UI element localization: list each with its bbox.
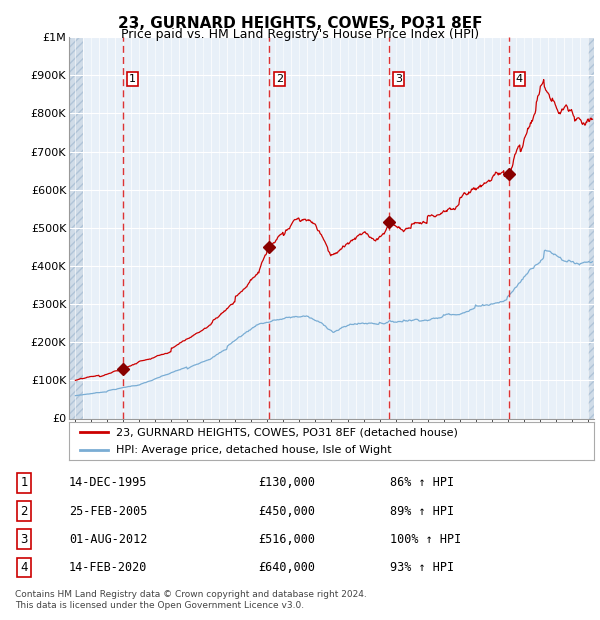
Text: 4: 4 [20, 561, 28, 574]
Text: This data is licensed under the Open Government Licence v3.0.: This data is licensed under the Open Gov… [15, 601, 304, 611]
Text: £130,000: £130,000 [258, 476, 315, 489]
Bar [69, 37, 83, 418]
Text: Contains HM Land Registry data © Crown copyright and database right 2024.: Contains HM Land Registry data © Crown c… [15, 590, 367, 600]
Text: 3: 3 [395, 74, 402, 84]
Text: HPI: Average price, detached house, Isle of Wight: HPI: Average price, detached house, Isle… [116, 445, 392, 456]
Text: £640,000: £640,000 [258, 561, 315, 574]
Text: 3: 3 [20, 533, 28, 546]
Text: 1: 1 [20, 476, 28, 489]
Text: 4: 4 [516, 74, 523, 84]
Text: 1: 1 [129, 74, 136, 84]
Text: 14-DEC-1995: 14-DEC-1995 [69, 476, 148, 489]
Bar [587, 37, 594, 418]
Text: 89% ↑ HPI: 89% ↑ HPI [390, 505, 454, 518]
Text: 14-FEB-2020: 14-FEB-2020 [69, 561, 148, 574]
Text: £516,000: £516,000 [258, 533, 315, 546]
Text: 25-FEB-2005: 25-FEB-2005 [69, 505, 148, 518]
Text: 2: 2 [276, 74, 283, 84]
Text: Price paid vs. HM Land Registry's House Price Index (HPI): Price paid vs. HM Land Registry's House … [121, 28, 479, 41]
Text: 100% ↑ HPI: 100% ↑ HPI [390, 533, 461, 546]
Text: 93% ↑ HPI: 93% ↑ HPI [390, 561, 454, 574]
Text: 86% ↑ HPI: 86% ↑ HPI [390, 476, 454, 489]
Text: 2: 2 [20, 505, 28, 518]
Text: £450,000: £450,000 [258, 505, 315, 518]
Text: 23, GURNARD HEIGHTS, COWES, PO31 8EF (detached house): 23, GURNARD HEIGHTS, COWES, PO31 8EF (de… [116, 427, 458, 437]
Text: 23, GURNARD HEIGHTS, COWES, PO31 8EF: 23, GURNARD HEIGHTS, COWES, PO31 8EF [118, 16, 482, 30]
Text: 01-AUG-2012: 01-AUG-2012 [69, 533, 148, 546]
